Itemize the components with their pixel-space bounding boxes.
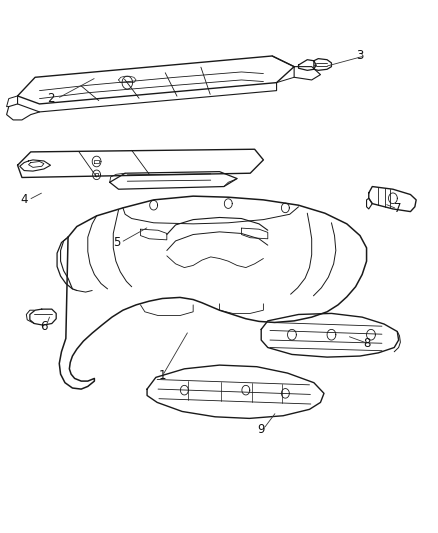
- Text: 5: 5: [113, 236, 120, 249]
- Text: 6: 6: [40, 320, 48, 333]
- Text: 9: 9: [257, 423, 265, 435]
- Text: 8: 8: [362, 337, 369, 350]
- Text: 7: 7: [392, 203, 400, 215]
- Text: 3: 3: [356, 50, 363, 62]
- Text: 2: 2: [46, 92, 54, 105]
- Text: 1: 1: [158, 369, 166, 382]
- Text: 4: 4: [20, 193, 28, 206]
